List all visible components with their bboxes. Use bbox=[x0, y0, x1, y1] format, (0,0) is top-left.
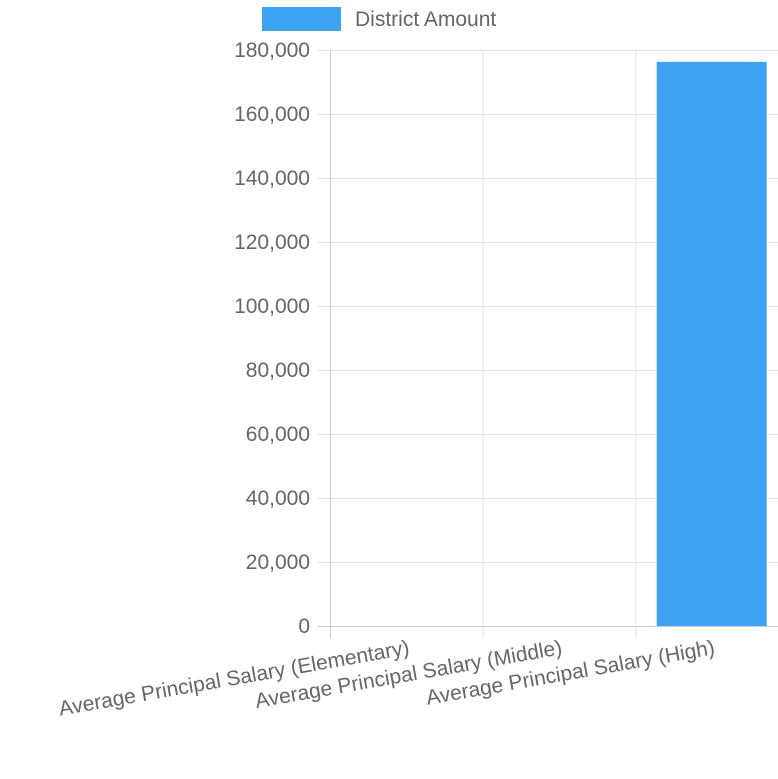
y-tick-label-7: 140,000 bbox=[234, 167, 310, 190]
legend[interactable]: District Amount bbox=[262, 7, 496, 31]
y-tick-label-9: 180,000 bbox=[234, 39, 310, 62]
grid-lines bbox=[318, 50, 778, 638]
y-tick-label-0: 0 bbox=[298, 615, 310, 638]
y-tick-label-5: 100,000 bbox=[234, 295, 310, 318]
legend-swatch bbox=[262, 7, 341, 31]
y-tick-label-6: 120,000 bbox=[234, 231, 310, 254]
y-tick-label-4: 80,000 bbox=[246, 359, 310, 382]
bars bbox=[656, 61, 767, 626]
bar-2[interactable] bbox=[656, 61, 767, 626]
legend-label-district-amount: District Amount bbox=[355, 8, 496, 31]
y-tick-label-8: 160,000 bbox=[234, 103, 310, 126]
y-axis-tick-labels: 0 20,000 40,000 60,000 80,000 100,000 120,000 1… bbox=[234, 39, 310, 638]
y-tick-label-1: 20,000 bbox=[246, 551, 310, 574]
x-axis-tick-labels: Average Principal Salary (Elementary)Ave… bbox=[57, 636, 717, 720]
y-tick-label-2: 40,000 bbox=[246, 487, 310, 510]
y-tick-label-3: 60,000 bbox=[246, 423, 310, 446]
